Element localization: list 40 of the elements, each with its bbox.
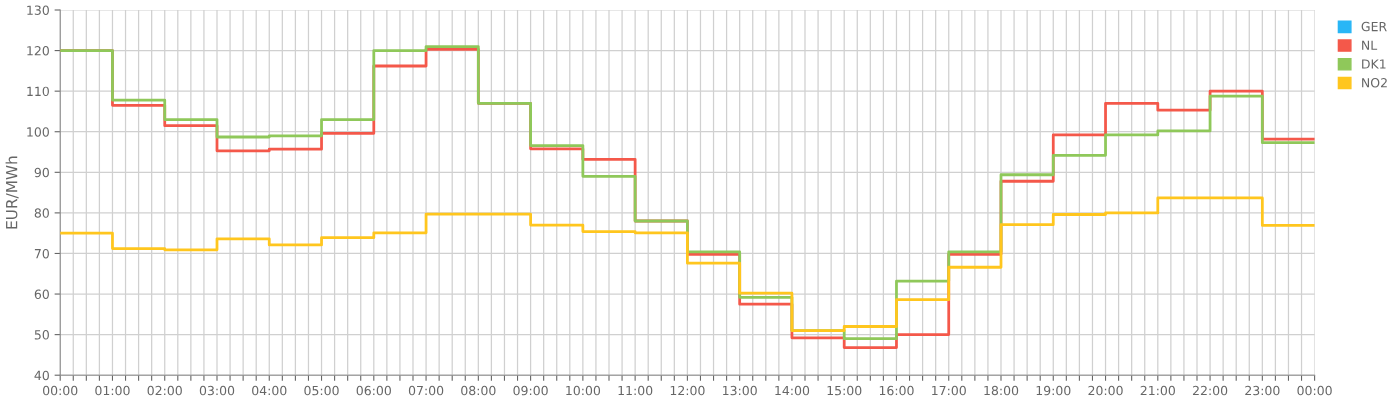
x-tick-label: 03:00 [199, 385, 235, 396]
y-tick-label: 110 [27, 86, 49, 97]
x-tick-label: 09:00 [513, 385, 548, 396]
x-tick-label: 04:00 [252, 385, 287, 396]
y-tick-label: 130 [27, 5, 49, 15]
x-tick-label: 19:00 [1036, 385, 1071, 396]
legend-label: NO2 [1362, 78, 1387, 88]
x-tick-label: 12:00 [670, 385, 705, 396]
y-tick-label: 60 [34, 289, 49, 299]
x-tick-label: 13:00 [723, 385, 757, 396]
y-axis-title: EUR/MWh [5, 156, 19, 229]
x-tick-label: 17:00 [932, 385, 966, 396]
y-tick-label: 40 [34, 370, 49, 381]
x-tick-label: 16:00 [879, 385, 914, 396]
legend-label: DK1 [1362, 59, 1386, 69]
y-tick-label: 80 [34, 208, 49, 218]
legend-label: GER [1361, 21, 1387, 32]
x-tick-label: 01:00 [95, 385, 130, 396]
y-tick-label: 50 [34, 330, 49, 340]
x-tick-label: 11:00 [618, 385, 653, 396]
y-tick-label: 120 [27, 46, 49, 56]
legend-label: NL [1362, 40, 1378, 50]
x-tick-label: 20:00 [1088, 385, 1123, 396]
x-tick-label: 22:00 [1192, 385, 1228, 396]
x-tick-label: 15:00 [827, 385, 862, 396]
y-tick-label: 100 [27, 127, 49, 137]
y-tick-label: 70 [34, 248, 49, 259]
x-tick-label: 00:00 [43, 385, 78, 396]
x-tick-label: 14:00 [775, 385, 810, 396]
x-tick-label: 08:00 [461, 385, 496, 396]
x-tick-label: 23:00 [1245, 385, 1280, 396]
x-tick-label: 05:00 [304, 385, 339, 396]
x-tick-label: 21:00 [1140, 385, 1175, 396]
y-tick-label: 90 [34, 167, 49, 178]
x-tick-label: 10:00 [566, 385, 601, 396]
x-tick-label: 18:00 [984, 385, 1019, 396]
x-tick-label: 02:00 [147, 385, 182, 396]
x-tick-label: 00:00 [1297, 385, 1332, 396]
x-tick-label: 06:00 [356, 385, 391, 396]
x-tick-label: 07:00 [408, 385, 444, 396]
